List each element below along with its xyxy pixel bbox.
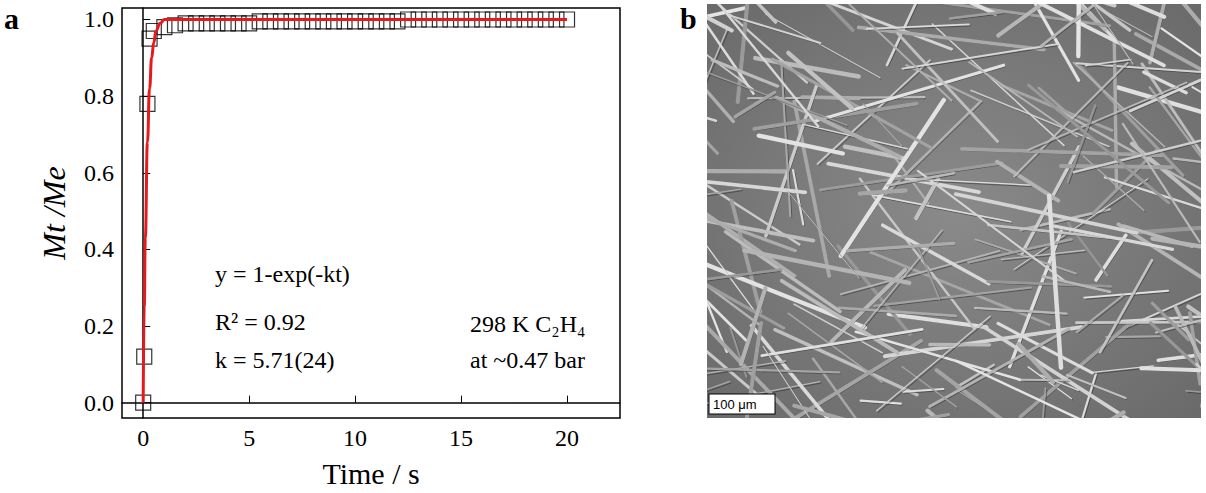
- svg-text:15: 15: [449, 425, 473, 451]
- svg-text:0.2: 0.2: [84, 313, 114, 339]
- svg-text:0: 0: [137, 425, 149, 451]
- svg-text:20: 20: [555, 425, 579, 451]
- svg-text:0.6: 0.6: [84, 160, 114, 186]
- svg-text:0.8: 0.8: [84, 83, 114, 109]
- svg-text:10: 10: [343, 425, 367, 451]
- html-text:a: a: [4, 2, 19, 35]
- svg-text:0.4: 0.4: [84, 236, 114, 262]
- html-text:b: b: [680, 2, 697, 35]
- svg-text:5: 5: [243, 425, 255, 451]
- svg-text:Mt /Me: Mt /Me: [36, 166, 72, 260]
- svg-text:k = 5.71(24): k = 5.71(24): [215, 347, 335, 373]
- svg-text:100 μm: 100 μm: [713, 397, 757, 412]
- svg-text:R² = 0.92: R² = 0.92: [215, 309, 306, 335]
- svg-text:298 K C₂H₄: 298 K C₂H₄: [470, 311, 585, 337]
- svg-text:Time / s: Time / s: [322, 457, 419, 490]
- svg-text:1.0: 1.0: [84, 6, 114, 32]
- svg-text:y = 1-exp(-kt): y = 1-exp(-kt): [215, 261, 350, 287]
- svg-text:0.0: 0.0: [84, 390, 114, 416]
- svg-text:at ~0.47 bar: at ~0.47 bar: [470, 347, 585, 373]
